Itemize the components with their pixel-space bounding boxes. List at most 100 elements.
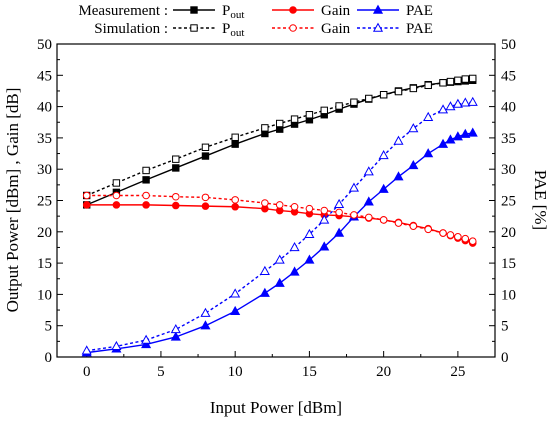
data-point-pout_sim: [112, 179, 121, 187]
data-point-pout_sim: [461, 75, 470, 83]
legend-marker-pae_meas: [372, 4, 384, 14]
data-point-pae_meas: [289, 266, 300, 276]
plot-frame: [56, 43, 496, 358]
legend-label-gain_sim: Gain: [321, 21, 351, 37]
legend-label-gain_meas: Gain: [321, 3, 351, 19]
data-point-gain_sim: [112, 191, 121, 200]
series-gain_sim: [82, 191, 477, 245]
data-point-gain_sim: [201, 193, 210, 202]
data-point-gain_meas: [231, 202, 239, 211]
data-point-pae_sim: [393, 135, 404, 145]
data-point-pae_sim: [230, 288, 241, 298]
data-point-gain_sim: [275, 201, 284, 209]
x-axis: 0 5 10 15 20 25: [83, 351, 496, 380]
x-tick-label: 15: [302, 364, 317, 380]
y-right-tick-label: 25: [501, 194, 516, 210]
legend-marker-pout_meas: [190, 6, 198, 14]
legend-label-pae_meas: PAE: [406, 3, 433, 19]
data-point-pout_sim: [350, 98, 358, 106]
data-point-gain_sim: [142, 191, 150, 200]
series-pae_sim: [81, 96, 478, 355]
data-point-gain_sim: [454, 233, 462, 241]
data-point-pae_sim: [289, 242, 300, 252]
data-point-pae_sim: [200, 307, 211, 317]
x-tick-label: 0: [83, 364, 91, 380]
y-left-tick-label: 0: [45, 350, 53, 366]
y-left-tick-label: 25: [37, 194, 52, 210]
data-point-pout_sim: [394, 87, 403, 96]
series-pout_sim: [82, 74, 477, 200]
x-tick-label: 5: [157, 364, 165, 380]
data-point-pae_meas: [334, 227, 345, 237]
data-point-pout_meas: [231, 140, 239, 148]
data-point-pae_sim: [170, 324, 181, 334]
data-point-gain_sim: [446, 231, 455, 239]
data-point-pae_meas: [141, 339, 152, 349]
y-right-tick-label: 5: [501, 319, 509, 335]
legend-label-pout_sim: Pout: [222, 21, 244, 39]
legend-row-label-measurement: Measurement :: [78, 3, 168, 19]
data-point-pae_sim: [445, 101, 456, 111]
legend-marker-gain_sim: [289, 24, 297, 32]
data-point-pae_sim: [259, 265, 270, 275]
data-point-gain_sim: [335, 208, 343, 217]
data-point-pae_sim: [437, 104, 449, 114]
data-point-pout_meas: [172, 164, 180, 172]
data-point-pout_sim: [469, 74, 477, 83]
data-point-pae_meas: [423, 148, 434, 158]
y-axis-title-left: Output Power [dBm] , Gain [dB]: [3, 88, 22, 313]
y-right-tick-label: 30: [501, 162, 516, 178]
data-point-pae_sim: [141, 334, 152, 344]
legend-marker-gain_meas: [289, 6, 297, 14]
legend: Measurement : Simulation : Pout Gain PAE Po…: [78, 3, 433, 39]
data-point-pout_sim: [142, 166, 150, 175]
data-point-gain_meas: [142, 201, 150, 209]
data-point-pae_meas: [170, 331, 181, 341]
data-point-pae_sim: [460, 97, 471, 107]
data-point-pout_sim: [335, 102, 343, 110]
y-axis-left: 0 5 10 15 20 25 30 35 40 45 50: [37, 37, 63, 366]
data-point-pout_sim: [290, 115, 299, 123]
data-point-pout_sim: [305, 111, 314, 119]
y-left-tick-label: 15: [37, 256, 52, 272]
data-point-pout_sim: [201, 143, 210, 151]
data-point-gain_meas: [112, 201, 121, 209]
data-point-pout_sim: [261, 124, 269, 132]
data-point-pae_sim: [408, 123, 419, 133]
data-point-pout_meas: [201, 152, 210, 160]
y-axis-title-right: PAE [%]: [531, 170, 550, 230]
legend-marker-pout_sim: [190, 24, 198, 32]
data-point-pout_sim: [172, 155, 180, 163]
x-tick-label: 10: [228, 364, 243, 380]
data-point-pout_sim: [446, 77, 455, 86]
y-left-tick-label: 40: [37, 100, 52, 116]
data-point-pae_meas: [452, 131, 463, 141]
y-right-tick-label: 15: [501, 256, 516, 272]
data-point-pae_meas: [445, 134, 456, 144]
y-left-tick-label: 45: [37, 68, 52, 84]
y-right-tick-label: 10: [501, 287, 516, 303]
data-point-pae_sim: [111, 340, 122, 351]
data-point-pout_sim: [424, 81, 432, 90]
data-point-gain_sim: [409, 222, 418, 230]
data-point-pout_sim: [231, 133, 239, 141]
data-point-pae_meas: [467, 127, 478, 137]
data-point-gain_sim: [290, 202, 299, 211]
legend-label-pae_sim: PAE: [406, 21, 433, 37]
series-pae_meas: [81, 127, 478, 357]
data-point-pae_meas: [408, 160, 419, 170]
legend-row-label-simulation: Simulation :: [94, 21, 168, 37]
y-right-tick-label: 40: [501, 100, 516, 116]
data-point-pae_sim: [467, 96, 478, 106]
data-point-gain_sim: [461, 234, 470, 243]
y-right-tick-label: 20: [501, 225, 516, 241]
data-point-gain_sim: [261, 199, 269, 207]
data-point-gain_sim: [439, 229, 447, 237]
legend-marker-pae_sim: [372, 22, 384, 32]
data-point-pae_meas: [259, 287, 270, 297]
data-point-pae_sim: [319, 214, 330, 224]
data-point-gain_sim: [424, 225, 432, 234]
series-pout_meas: [82, 76, 477, 209]
y-right-tick-label: 50: [501, 37, 516, 53]
